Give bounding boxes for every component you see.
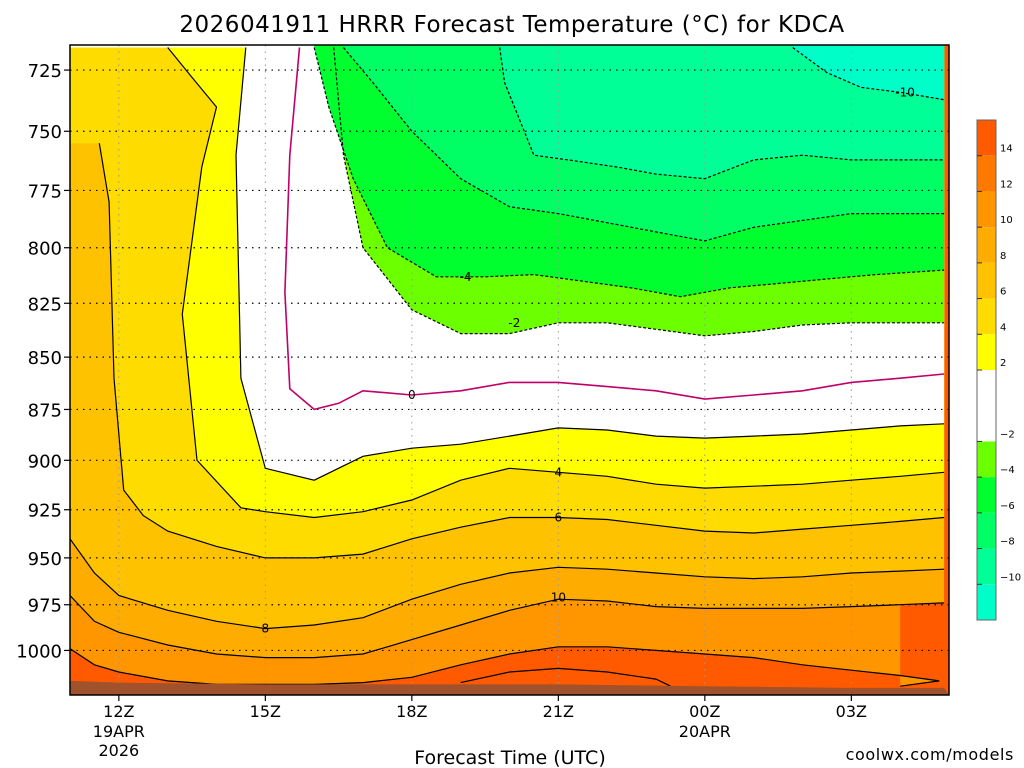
contour-line — [313, 47, 945, 298]
colorbar-swatch — [977, 227, 996, 263]
contour-line — [343, 47, 945, 242]
colorbar-tick-label: −2 — [1000, 429, 1015, 440]
colorbar-tick-label: 14 — [1000, 144, 1013, 155]
colorbar-swatch — [977, 298, 996, 335]
colorbar-swatch — [977, 584, 996, 620]
colorbar-swatch — [977, 191, 996, 228]
chart-title: 2026041911 HRRR Forecast Temperature (°C… — [179, 12, 844, 38]
contour-label: 10 — [551, 590, 566, 604]
colorbar-tick-label: −4 — [1000, 465, 1015, 476]
x-tick-year: 2026 — [98, 741, 139, 760]
contour-line — [70, 538, 945, 630]
contour-line — [70, 595, 945, 659]
colorbar-tick-label: −6 — [1000, 501, 1015, 512]
x-tick-date: 19APR — [93, 722, 145, 741]
colorbar-swatch — [977, 262, 996, 299]
contour-label: 8 — [262, 622, 270, 636]
y-tick-label: 925 — [28, 501, 62, 522]
y-axis: 725 750 775 800 825 850 875 900 925 950 975 1000 — [16, 61, 70, 662]
y-tick-label: 725 — [28, 61, 62, 82]
contour-label: -2 — [508, 316, 520, 330]
colorbar-tick-label: 6 — [1000, 287, 1006, 298]
contour-label: 4 — [555, 465, 563, 479]
fill-band-cold — [792, 45, 945, 100]
fill-band-cold — [499, 45, 945, 179]
x-axis-label: Forecast Time (UTC) — [414, 747, 605, 768]
x-tick-label: 03Z — [836, 702, 867, 721]
credit-text: coolwx.com/models — [846, 745, 1014, 764]
contour-line — [167, 47, 945, 519]
colorbar-tick-label: 8 — [1000, 251, 1006, 262]
x-tick-label: 12Z — [103, 702, 134, 721]
colorbar-swatch — [977, 370, 996, 442]
contour-label: 6 — [555, 511, 563, 525]
fill-band-warm-pocket — [460, 668, 671, 687]
y-tick-label: 750 — [28, 122, 62, 143]
y-tick-label: 1000 — [16, 641, 62, 662]
y-tick-label: 775 — [28, 181, 62, 202]
contour-labels: -10 -4 -2 0 4 6 10 8 — [262, 85, 915, 635]
colorbar-tick-label: 4 — [1000, 322, 1006, 333]
contour-line — [98, 143, 945, 559]
x-tick-label: 00Z — [689, 702, 720, 721]
colorbar-tick-label: −10 — [1000, 572, 1021, 583]
ground-fill — [70, 680, 949, 695]
y-tick-label: 975 — [28, 596, 62, 617]
contour-line — [460, 667, 671, 687]
colorbar-swatch — [977, 548, 996, 585]
y-tick-label: 825 — [28, 294, 62, 315]
x-tick-label: 18Z — [396, 702, 427, 721]
temperature-fills — [70, 45, 949, 695]
plot-frame — [69, 44, 950, 696]
contour-line — [284, 47, 945, 411]
colorbar-tick-label: 10 — [1000, 215, 1013, 226]
colorbar-swatch — [977, 334, 996, 370]
contour-lines — [70, 47, 945, 687]
contour-label: -4 — [460, 270, 472, 284]
ground-layer — [70, 680, 949, 695]
x-tick-date: 20APR — [679, 722, 731, 741]
x-tick-label: 15Z — [250, 702, 281, 721]
colorbar-swatch — [977, 441, 996, 478]
contour-line — [499, 47, 945, 180]
contour-line — [235, 47, 945, 481]
y-tick-label: 850 — [28, 348, 62, 369]
y-tick-label: 900 — [28, 451, 62, 472]
contour-label: -10 — [895, 85, 915, 99]
y-tick-label: 800 — [28, 239, 62, 260]
colorbar-swatch — [977, 155, 996, 192]
y-tick-label: 950 — [28, 549, 62, 570]
colorbar-swatch — [977, 512, 996, 549]
y-tick-label: 875 — [28, 400, 62, 421]
colorbar-tick-label: −8 — [1000, 537, 1015, 548]
colorbar-tick-label: 12 — [1000, 179, 1013, 190]
contour-line — [70, 646, 940, 687]
colorbar-swatch — [977, 477, 996, 513]
colorbar-swatch — [977, 120, 996, 156]
colorbar-tick-label: 2 — [1000, 358, 1006, 369]
x-tick-label: 21Z — [543, 702, 574, 721]
contour-label: 0 — [408, 388, 416, 402]
colorbar: 14 12 10 8 6 4 2 −2 −4 −6 −8 −10 — [976, 119, 1021, 621]
grid — [70, 45, 949, 695]
